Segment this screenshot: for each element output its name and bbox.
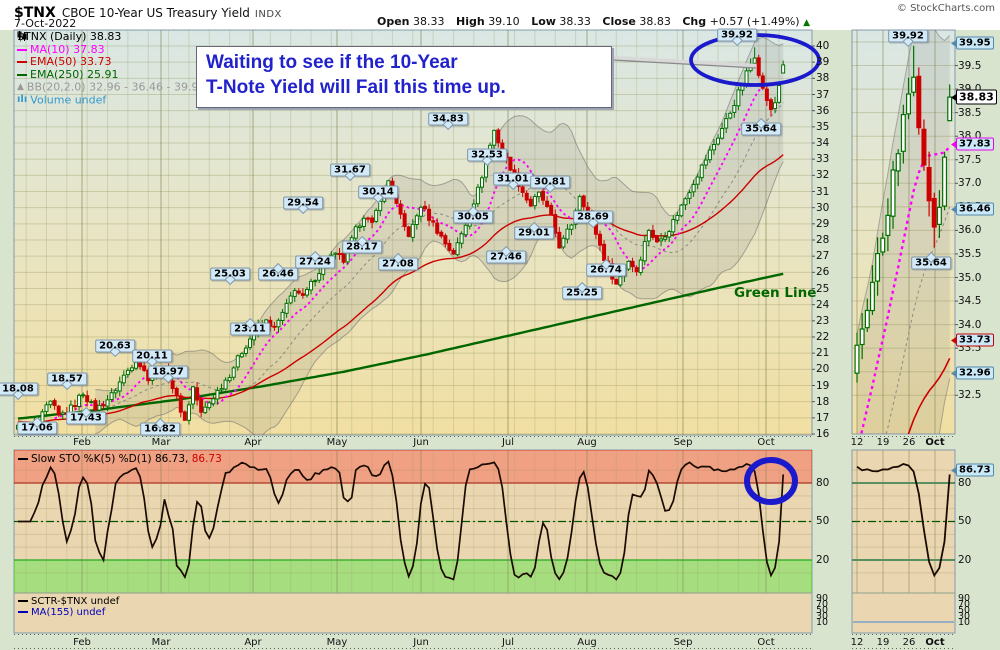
high-label: High (456, 15, 485, 28)
volume-bars-icon: ılı (17, 93, 28, 105)
low-label: Low (531, 15, 556, 28)
legend-ema50: EMA(50) 33.73 (17, 55, 205, 69)
annotation-line2: T-Note Yield will Fail this time up. (206, 77, 506, 98)
stochastic-mini-panel (851, 449, 956, 634)
chg-label: Chg (682, 15, 707, 28)
close-label: Close (602, 15, 636, 28)
sto-swatch-icon (18, 458, 28, 460)
legend-symbol: $TNX (Daily) 38.83 (17, 30, 122, 43)
copyright: © StockCharts.com (896, 3, 995, 14)
chart-header: $TNX CBOE 10-Year US Treasury Yield INDX 7… (0, 0, 1000, 30)
symbol: $TNX (14, 5, 56, 21)
ma10-swatch-icon (17, 48, 27, 51)
annotation-callout-box: Waiting to see if the 10-Year T-Note Yie… (196, 46, 612, 108)
main-legend: $TNX (Daily) 38.83 MA(10) 37.83 EMA(50) … (17, 30, 206, 107)
quote-strip: Open 38.33 High 39.10 Low 38.33 Close 38… (150, 15, 810, 28)
title-row: $TNX CBOE 10-Year US Treasury Yield INDX (14, 2, 282, 21)
sctr-ma-swatch-icon (18, 611, 28, 613)
open-value: 38.33 (413, 15, 445, 28)
sctr-ma-legend: MA(155) undef (18, 607, 105, 618)
ma10-line (54, 81, 784, 420)
up-arrow-icon: ▲ (803, 18, 810, 28)
legend-ema250: EMA(250) 25.91 (17, 68, 205, 82)
open-label: Open (376, 15, 410, 28)
ema50-line (17, 154, 784, 423)
ema250-swatch-icon (17, 73, 27, 76)
close-value: 38.83 (639, 15, 671, 28)
legend-ma10: MA(10) 37.83 (17, 43, 205, 57)
legend-volume: ılı Volume undef (17, 93, 107, 106)
annotation-line1: Waiting to see if the 10-Year (206, 52, 458, 73)
green-line-annotation: Green Line (734, 285, 817, 301)
ema50-swatch-icon (17, 61, 27, 63)
symbol-name: CBOE 10-Year US Treasury Yield (61, 6, 250, 20)
sto-d-value: 86.73 (188, 453, 222, 465)
chart-date: 7-Oct-2022 (14, 17, 77, 30)
chg-value: +0.57 (+1.49%) (709, 15, 800, 28)
main-price-panel (14, 30, 812, 435)
legend-bb: ▲ BB(20,2.0) 32.96 - 36.46 - 39.95 (17, 80, 206, 94)
stochastic-legend: Slow STO %K(5) %D(1) 86.73, 86.73 (18, 453, 222, 465)
bands-icon: ▲ (17, 82, 24, 92)
stochastic-line (18, 460, 785, 581)
exchange-label: INDX (254, 9, 282, 20)
low-value: 38.33 (559, 15, 591, 28)
inset-price-panel (852, 30, 955, 434)
sctr-legend: SCTR-$TNX undef (18, 596, 119, 607)
candlestick-icon (17, 31, 27, 41)
high-value: 39.10 (488, 15, 520, 28)
sctr-swatch-icon (18, 600, 28, 602)
ema250-line (17, 272, 784, 420)
